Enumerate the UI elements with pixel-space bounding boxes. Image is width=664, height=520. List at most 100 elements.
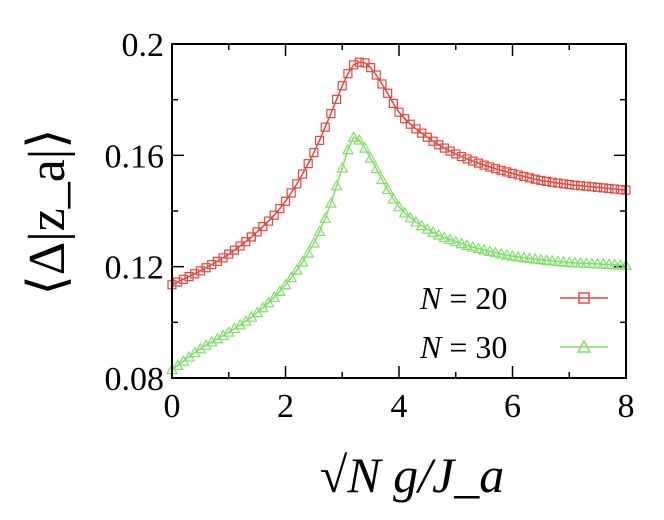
y-tick-label: 0.08 (105, 361, 165, 398)
data-point (570, 180, 580, 190)
data-point (421, 222, 434, 234)
data-point (246, 232, 257, 242)
data-point (602, 258, 615, 270)
data-point (593, 182, 603, 192)
data-point (377, 79, 387, 89)
x-tick-label: 2 (277, 388, 294, 425)
data-point (472, 242, 485, 254)
data-point (551, 255, 564, 267)
data-point (383, 88, 393, 98)
data-point (473, 158, 484, 168)
data-point (485, 162, 495, 172)
data-point (585, 257, 598, 269)
data-point (205, 335, 218, 347)
data-point (500, 248, 513, 260)
data-point (330, 179, 343, 191)
data-point (200, 338, 213, 350)
data-point (455, 237, 468, 249)
data-point (415, 219, 428, 231)
data-point (580, 257, 593, 268)
data-point (610, 184, 620, 194)
data-point (434, 140, 444, 150)
data-point (297, 169, 308, 179)
data-point (184, 272, 194, 282)
data-point (530, 174, 540, 184)
data-point (263, 216, 274, 226)
data-point (326, 108, 336, 119)
data-point (190, 269, 200, 279)
data-point (557, 255, 570, 267)
data-point (347, 131, 360, 142)
data-point (388, 98, 398, 108)
data-point (502, 167, 512, 177)
data-point (173, 277, 183, 287)
data-point (258, 221, 268, 232)
series-0 (167, 57, 631, 290)
data-point (286, 188, 296, 198)
data-point (337, 81, 347, 91)
x-tick-label: 4 (391, 388, 408, 425)
data-point (290, 263, 303, 275)
data-point (195, 266, 205, 276)
y-tick-label: 0.12 (105, 250, 165, 287)
data-point (536, 175, 546, 185)
data-point (519, 171, 529, 182)
data-point (523, 252, 536, 264)
data-point (314, 135, 325, 145)
data-point (490, 164, 501, 174)
data-point (201, 263, 211, 273)
data-point (319, 212, 332, 223)
data-point (547, 177, 557, 187)
legend-label-n30-lhs: N (419, 329, 443, 365)
data-point (451, 149, 461, 159)
data-point (568, 256, 581, 268)
data-point (489, 246, 502, 258)
data-point (178, 274, 188, 284)
data-point (394, 107, 404, 117)
x-axis-label: √N g/J_a (320, 447, 504, 503)
data-point (540, 254, 553, 265)
data-point (466, 240, 479, 252)
data-point (353, 133, 366, 145)
plot-frame (171, 43, 627, 379)
data-point (392, 200, 406, 212)
data-point (456, 151, 467, 162)
data-point (524, 173, 535, 183)
data-point (309, 147, 319, 158)
data-point (404, 211, 417, 223)
data-point (444, 233, 457, 245)
data-point (320, 122, 330, 132)
data-point (591, 257, 604, 269)
data-point (468, 156, 478, 166)
data-point (529, 252, 542, 264)
data-point (541, 176, 552, 187)
data-point (275, 204, 285, 214)
data-point (461, 239, 474, 250)
data-point (432, 228, 445, 240)
data-point (269, 210, 279, 220)
legend-label-n20-lhs: N (419, 280, 443, 316)
data-point (410, 215, 423, 227)
data-point (574, 256, 587, 268)
data-point (324, 196, 337, 208)
data-point (303, 159, 313, 169)
data-point (336, 161, 349, 173)
data-point (496, 165, 506, 175)
y-tick-label: 0.2 (122, 27, 165, 64)
data-point (608, 258, 621, 270)
data-point (597, 257, 610, 269)
data-point (217, 329, 230, 341)
legend-marker-n30 (576, 339, 592, 353)
series-line (171, 136, 627, 371)
data-point (449, 235, 462, 247)
data-point (364, 151, 377, 163)
x-tick-label: 0 (164, 388, 181, 425)
y-axis-label-text: ⟨Δ|z_a|⟩ (19, 129, 76, 296)
data-point (445, 146, 455, 156)
data-point (262, 296, 275, 308)
legend-entry-n30: N = 30 (419, 329, 608, 365)
data-point (381, 183, 394, 195)
y-tick-label: 0.16 (105, 138, 165, 175)
data-point (604, 183, 614, 194)
